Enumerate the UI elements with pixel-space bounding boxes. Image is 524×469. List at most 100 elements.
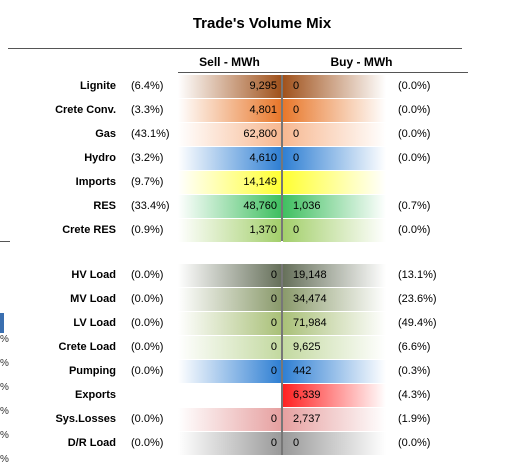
table-row: Exports 6,339 (4.3%) [0,384,524,407]
buy-value-cell: 0 [283,219,386,242]
table-row: RES (33.4%) 48,760 1,036 (0.7%) [0,195,524,218]
table-row: Sys.Losses (0.0%) 0 2,737 (1.9%) [0,408,524,431]
chart-title: Trade's Volume Mix [192,15,332,32]
sell-value-cell: 62,800 [178,123,281,146]
edge-percent-mark: % [0,430,9,441]
buy-percent: (6.6%) [398,341,431,353]
buy-percent: (0.0%) [398,152,431,164]
row-label: Imports [75,176,116,188]
sell-value-cell: 0 [178,288,281,311]
sell-percent: (0.9%) [131,224,164,236]
buy-percent: (4.3%) [398,389,431,401]
sell-header: Sell - MWh [199,55,260,69]
sell-percent: (0.0%) [131,365,164,377]
sell-value-cell: 0 [178,432,281,455]
row-label: Gas [95,128,116,140]
sell-percent: (0.0%) [131,437,164,449]
buy-percent: (0.0%) [398,80,431,92]
table-row: Crete RES (0.9%) 1,370 0 (0.0%) [0,219,524,242]
sell-percent: (0.0%) [131,269,164,281]
sell-value-cell: 0 [178,408,281,431]
row-label: Crete Load [58,341,116,353]
row-label: MV Load [70,293,116,305]
row-label: D/R Load [67,437,116,449]
sell-percent: (0.0%) [131,341,164,353]
sell-percent: (33.4%) [131,200,170,212]
row-label: Crete Conv. [55,104,116,116]
buy-value-cell: 0 [283,123,386,146]
sell-percent: (0.0%) [131,413,164,425]
sell-percent: (0.0%) [131,293,164,305]
table-row: D/R Load (0.0%) 0 0 (0.0%) [0,432,524,455]
buy-value-cell: 442 [283,360,386,383]
buy-percent: (49.4%) [398,317,437,329]
sell-value-cell: 0 [178,336,281,359]
sell-value-cell: 1,370 [178,219,281,242]
buy-header: Buy - MWh [330,55,393,69]
buy-value-cell [283,171,386,194]
buy-value-cell: 0 [283,75,386,98]
sell-value-cell: 48,760 [178,195,281,218]
row-label: Lignite [79,80,116,92]
buy-percent: (0.0%) [398,437,431,449]
sell-value-cell: 4,801 [178,99,281,122]
table-row: Lignite (6.4%) 9,295 0 (0.0%) [0,75,524,98]
sell-percent: (0.0%) [131,317,164,329]
table-row: Crete Conv. (3.3%) 4,801 0 (0.0%) [0,99,524,122]
buy-percent: (13.1%) [398,269,437,281]
buy-percent: (0.7%) [398,200,431,212]
buy-value-cell: 2,737 [283,408,386,431]
edge-percent-mark: % [0,406,9,417]
buy-percent: (23.6%) [398,293,437,305]
edge-rule [0,241,10,242]
sell-value-cell: 14,149 [178,171,281,194]
buy-value-cell: 0 [283,432,386,455]
table-row: Imports (9.7%) 14,149 [0,171,524,194]
row-label: HV Load [71,269,116,281]
sell-value-cell: 0 [178,312,281,335]
sell-value-cell: 0 [178,360,281,383]
table-row: Pumping (0.0%) 0 442 (0.3%) [0,360,524,383]
edge-percent-mark: % [0,358,9,369]
edge-selection-bar [0,313,4,333]
edge-percent-mark: % [0,382,9,393]
table-row: Crete Load (0.0%) 0 9,625 (6.6%) [0,336,524,359]
buy-value-cell: 19,148 [283,264,386,287]
sell-value-cell: 9,295 [178,75,281,98]
buy-value-cell: 6,339 [283,384,386,407]
row-label: Sys.Losses [55,413,116,425]
column-divider [281,75,283,241]
buy-value-cell: 34,474 [283,288,386,311]
sell-value-cell: 0 [178,264,281,287]
column-divider [281,264,283,455]
row-label: Hydro [84,152,116,164]
table-row: Gas (43.1%) 62,800 0 (0.0%) [0,123,524,146]
row-label: Exports [75,389,116,401]
title-rule [8,48,462,49]
buy-percent: (0.0%) [398,128,431,140]
buy-percent: (0.0%) [398,104,431,116]
buy-value-cell: 9,625 [283,336,386,359]
sell-percent: (3.2%) [131,152,164,164]
sell-percent: (9.7%) [131,176,164,188]
row-label: RES [93,200,116,212]
table-row: MV Load (0.0%) 0 34,474 (23.6%) [0,288,524,311]
header-rule [178,72,468,73]
sell-percent: (3.3%) [131,104,164,116]
buy-percent: (1.9%) [398,413,431,425]
buy-value-cell: 0 [283,147,386,170]
table-row: Hydro (3.2%) 4,610 0 (0.0%) [0,147,524,170]
sell-percent: (43.1%) [131,128,170,140]
buy-value-cell: 1,036 [283,195,386,218]
sell-value-cell [178,384,281,407]
sell-percent: (6.4%) [131,80,164,92]
buy-percent: (0.0%) [398,224,431,236]
row-label: Crete RES [62,224,116,236]
row-label: LV Load [73,317,116,329]
buy-value-cell: 71,984 [283,312,386,335]
table-row: LV Load (0.0%) 0 71,984 (49.4%) [0,312,524,335]
edge-percent-mark: % [0,334,9,345]
edge-percent-mark: % [0,454,9,465]
sell-value-cell: 4,610 [178,147,281,170]
buy-value-cell: 0 [283,99,386,122]
